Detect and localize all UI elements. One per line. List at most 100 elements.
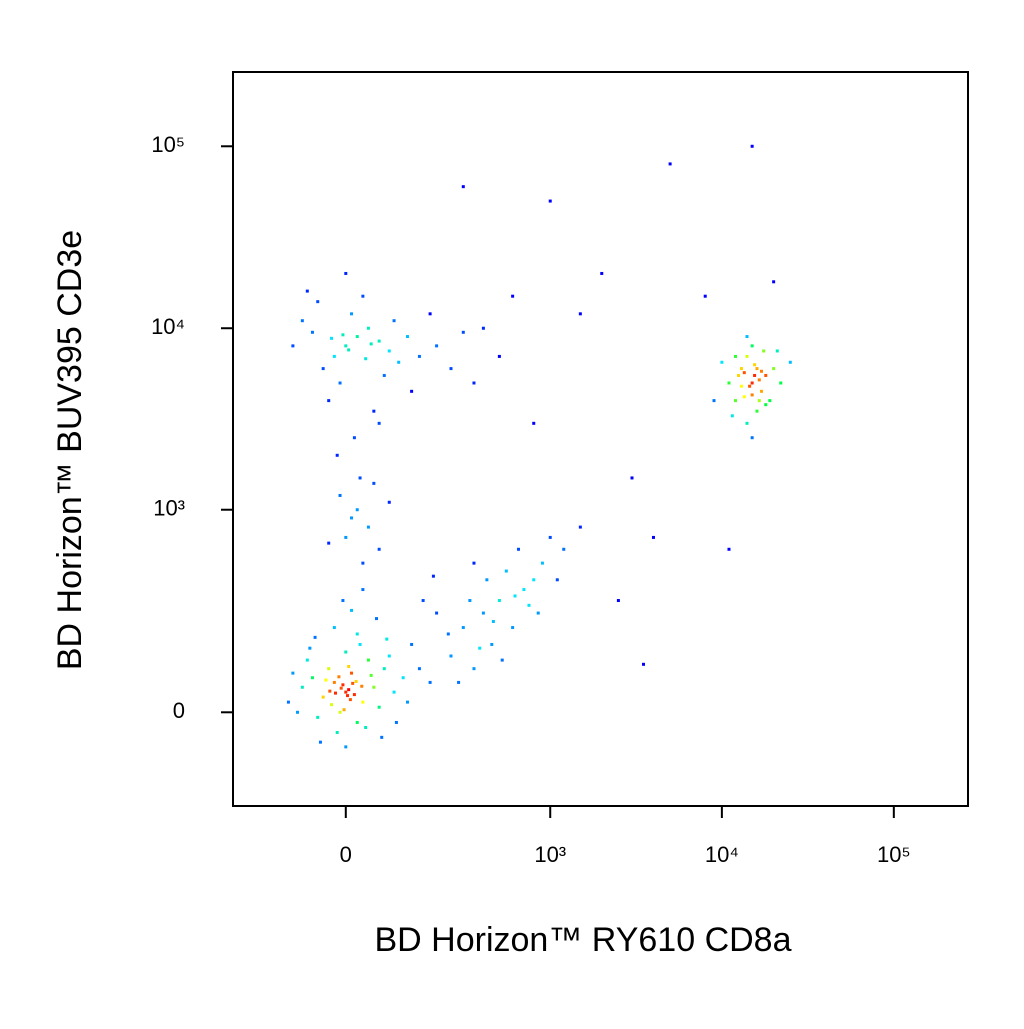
point [757,399,761,403]
point [382,667,386,671]
point [712,399,716,403]
point [355,508,359,512]
point [641,662,645,666]
point [397,360,401,364]
point [511,294,515,298]
point [330,703,334,707]
point [382,373,386,377]
point [779,381,783,385]
point [772,280,776,284]
point [366,658,370,662]
point [321,367,325,371]
point [417,354,421,358]
y-tick-label: 10⁴ [151,314,185,339]
point [511,626,515,630]
point [327,667,331,671]
point [753,363,757,367]
point [768,399,772,403]
point [750,344,754,348]
point [350,671,354,675]
point [600,271,604,275]
point [337,675,341,679]
point [355,632,359,636]
point [500,658,504,662]
point [764,403,768,407]
point [755,409,759,413]
point [300,319,304,323]
x-tick-label: 10⁵ [877,842,911,867]
point [401,676,405,680]
point [461,330,465,334]
point [733,354,737,358]
point [377,339,381,343]
point [327,399,331,403]
point [745,335,749,339]
point [346,694,350,698]
point [497,599,501,603]
point [377,421,381,425]
point [355,720,359,724]
point [341,683,345,687]
point [755,367,759,371]
point [435,611,439,615]
y-axis-label: BD Horizon™ BUV395 CD3e [51,230,89,670]
point [737,373,741,377]
point [339,686,343,690]
point [310,330,314,334]
point [350,312,354,316]
point [555,578,559,582]
point [435,344,439,348]
point [352,436,356,440]
point [372,685,376,689]
point [750,144,754,148]
point [536,611,540,615]
point [461,185,465,189]
point [310,676,314,680]
point [364,725,368,729]
point [308,646,312,650]
point [668,162,672,166]
point [764,373,768,377]
point [762,349,766,353]
point [332,626,336,630]
point [330,336,334,340]
point [745,354,749,358]
point [372,409,376,413]
point [385,637,389,641]
point [516,547,520,551]
point [491,619,495,623]
point [417,667,421,671]
point [405,700,409,704]
plot-frame [232,71,969,807]
point [335,730,339,734]
point [333,691,337,695]
point [347,688,351,692]
point [490,642,494,646]
point [296,710,300,714]
point [291,344,295,348]
point [366,525,370,529]
point [316,300,320,304]
point [377,705,381,709]
point [616,599,620,603]
point [739,384,743,388]
points [286,144,792,749]
point [328,689,332,693]
point [449,367,453,371]
point [348,698,352,702]
point [651,535,655,539]
point [727,547,731,551]
point [750,436,754,440]
point [341,599,345,603]
point [527,603,531,607]
point [742,371,746,375]
point [742,395,746,399]
point [410,642,414,646]
point [548,535,552,539]
point [361,588,365,592]
point [324,678,328,682]
point [344,650,348,654]
point [485,578,489,582]
